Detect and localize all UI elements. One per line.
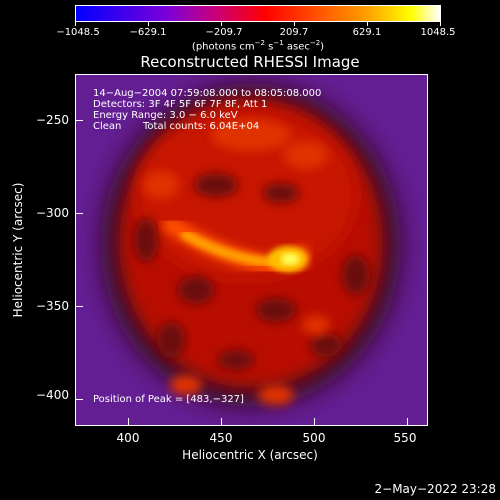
y-tick-mark bbox=[75, 399, 83, 400]
emission-peak-core bbox=[281, 253, 299, 265]
colorbar-tick-label: −1048.5 bbox=[56, 27, 100, 38]
colorbar-tick-label: 629.1 bbox=[352, 27, 382, 38]
rhessi-image: 14−Aug−2004 07:59:08.000 to 08:05:08.000… bbox=[75, 74, 428, 426]
obs-time-text: 14−Aug−2004 07:59:08.000 to 08:05:08.000 bbox=[93, 88, 322, 99]
colorbar-tick-label: −209.7 bbox=[205, 27, 243, 38]
y-tick-label: −350 bbox=[36, 299, 69, 313]
colorbar-units: (photons cm−2 s−1 asec−2) bbox=[191, 39, 325, 53]
x-tick-label: 400 bbox=[116, 431, 140, 445]
energy-range-text: Energy Range: 3.0 − 6.0 keV bbox=[93, 110, 238, 121]
colorbar-tick bbox=[148, 22, 149, 26]
x-tick-mark bbox=[407, 418, 408, 426]
x-axis-label: Heliocentric X (arcsec) bbox=[182, 448, 318, 462]
emission-mottling bbox=[134, 173, 370, 370]
y-tick-label: −400 bbox=[36, 388, 69, 402]
detectors-text: Detectors: 3F 4F 5F 6F 7F 8F, Att 1 bbox=[93, 99, 268, 110]
y-tick-label: −300 bbox=[36, 206, 69, 220]
colorbar-tick bbox=[221, 22, 222, 26]
colorbar-tick bbox=[440, 22, 441, 26]
x-tick-mark bbox=[221, 418, 222, 426]
x-tick-label: 450 bbox=[209, 431, 233, 445]
colorbar-tick bbox=[367, 22, 368, 26]
plot-timestamp: 2−May−2022 23:28 bbox=[374, 482, 497, 496]
x-tick-mark bbox=[128, 418, 129, 426]
y-tick-mark bbox=[75, 306, 83, 307]
peak-position-text: Position of Peak = [483,−327] bbox=[93, 394, 244, 405]
colorbar-tick bbox=[294, 22, 295, 26]
colorbar-tick bbox=[75, 22, 76, 26]
x-tick-label: 500 bbox=[302, 431, 326, 445]
total-counts-text: Total counts: 6.04E+04 bbox=[143, 121, 260, 132]
emission-patches bbox=[143, 119, 330, 405]
x-tick-label: 550 bbox=[393, 431, 417, 445]
rhessi-image-map bbox=[76, 75, 427, 425]
colorbar-tick-label: −629.1 bbox=[129, 27, 167, 38]
x-tick-mark bbox=[314, 418, 315, 426]
colorbar-tick-label: 209.7 bbox=[279, 27, 309, 38]
y-tick-label: −250 bbox=[36, 113, 69, 127]
y-tick-mark bbox=[75, 213, 83, 214]
image-title: Reconstructed RHESSI Image bbox=[140, 53, 360, 71]
algorithm-text: Clean bbox=[93, 121, 122, 132]
y-tick-mark bbox=[75, 120, 83, 121]
colorbar bbox=[75, 5, 441, 22]
y-axis-label: Heliocentric Y (arcsec) bbox=[11, 182, 25, 318]
colorbar-tick-label: 1048.5 bbox=[420, 27, 456, 38]
